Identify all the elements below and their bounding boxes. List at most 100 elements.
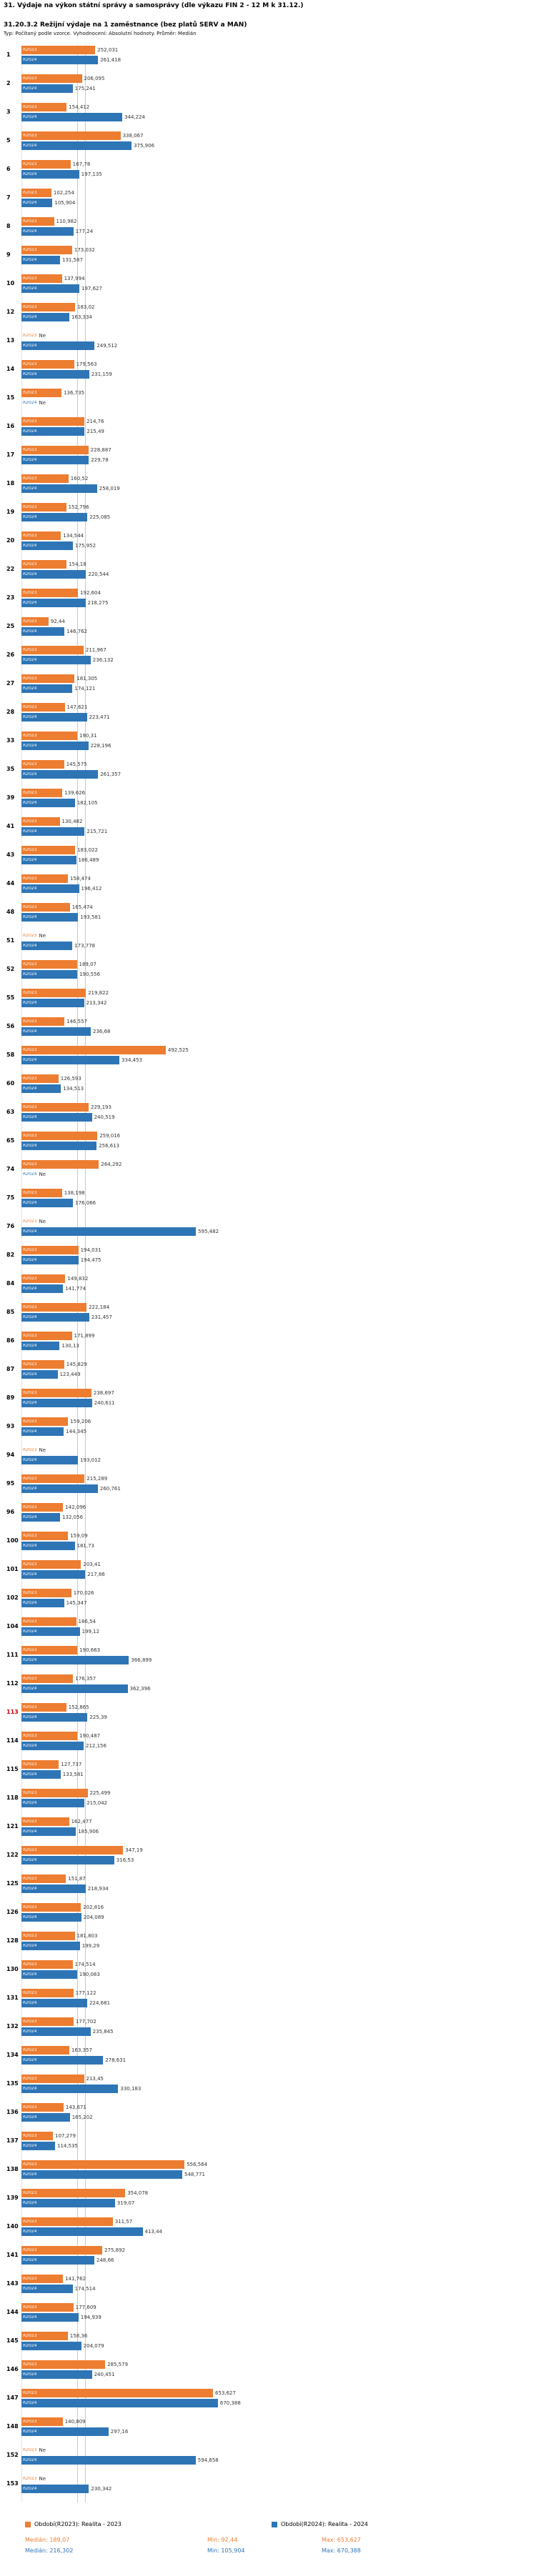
chart-row: 94 R2023 Ne R2024 193,012	[0, 1445, 536, 1474]
series-tag: R2023	[23, 2305, 37, 2310]
bar-line-r2023: R2023 165,474	[21, 902, 536, 912]
series-tag: R2023	[23, 590, 37, 595]
bar-r2024: R2024	[21, 998, 84, 1007]
row-number: 3	[6, 109, 11, 115]
value-label: 213,342	[86, 999, 107, 1006]
series-tag: R2023	[23, 304, 37, 309]
series-tag: R2024	[23, 257, 37, 262]
row-number: 19	[6, 509, 15, 515]
bar-line-r2023: R2023 222,184	[21, 1302, 536, 1312]
row-bars: R2023 354,078 R2024 319,07	[21, 2188, 536, 2217]
row-bars: R2023 143,671 R2024 165,202	[21, 2102, 536, 2131]
bar-line-r2024: R2024 194,475	[21, 1255, 536, 1264]
series-tag: R2023	[23, 1390, 37, 1395]
bar-line-r2024: R2024 134,513	[21, 1084, 536, 1093]
legend-swatch-r2024	[272, 2521, 277, 2527]
value-label: 223,471	[89, 714, 110, 720]
series-tag: R2024	[23, 2315, 37, 2320]
chart-row: 43 R2023 183,022 R2024 186,489	[0, 845, 536, 874]
value-label: 230,342	[91, 2485, 112, 2492]
series-tag: R2024	[23, 1114, 37, 1119]
series-tag: R2023	[23, 2247, 37, 2252]
series-tag: R2024	[23, 800, 37, 805]
value-label: 261,357	[100, 771, 121, 777]
row-number: 140	[6, 2223, 19, 2230]
bar-line-r2024: R2024 248,66	[21, 2255, 536, 2265]
row-number: 10	[6, 280, 15, 286]
series-tag: R2023	[23, 704, 37, 709]
bar-line-r2023: R2023 Ne	[21, 2474, 536, 2483]
row-number: 25	[6, 623, 15, 629]
bar-r2024: R2024	[21, 1941, 80, 1950]
row-bars: R2023 102,254 R2024 105,904	[21, 188, 536, 216]
series-tag: R2024	[23, 343, 37, 348]
chart-row: 48 R2023 165,474 R2024 193,581	[0, 902, 536, 931]
bar-line-r2023: R2023 154,412	[21, 102, 536, 111]
bar-line-r2024: R2024 225,085	[21, 512, 536, 521]
row-bars: R2023 181,803 R2024 199,29	[21, 1931, 536, 1960]
bar-line-r2023: R2023 215,289	[21, 1474, 536, 1483]
value-label: 126,593	[60, 1075, 81, 1082]
median-stat-r2024: Medián: 216,302	[25, 2547, 74, 2554]
value-label: 133,581	[62, 1771, 84, 1777]
series-tag: R2023	[23, 2133, 37, 2138]
bar-r2024: R2024	[21, 1627, 80, 1636]
bar-r2023: R2023	[21, 1474, 85, 1483]
bar-r2024: R2024	[21, 1798, 85, 1807]
value-label: 114,535	[57, 2142, 78, 2149]
series-tag: R2023	[23, 1047, 37, 1052]
bar-r2023: R2023	[21, 2188, 126, 2197]
bar-r2024: R2024	[21, 426, 85, 436]
bar-line-r2023: R2023 194,031	[21, 1245, 536, 1254]
bar-line-r2024: R2024 319,07	[21, 2198, 536, 2207]
value-label: Ne	[39, 2447, 46, 2453]
value-label: 177,122	[75, 1990, 96, 1996]
bar-r2023: R2023	[21, 559, 67, 569]
value-label: Ne	[39, 1171, 46, 1177]
series-tag: R2023	[23, 190, 37, 195]
value-label: 130,13	[61, 1342, 79, 1349]
bar-line-r2024: R2024 175,241	[21, 84, 536, 93]
bar-r2024: R2024	[21, 226, 74, 236]
row-number: 60	[6, 1080, 15, 1087]
value-label: Ne	[39, 1218, 46, 1224]
series-tag: R2023	[23, 762, 37, 767]
value-label: 181,305	[76, 675, 98, 682]
row-bars: R2023 154,18 R2024 220,544	[21, 559, 536, 588]
value-label: 175,241	[74, 85, 96, 91]
series-tag: R2023	[23, 1447, 37, 1452]
bar-r2024: R2024	[21, 1312, 89, 1322]
row-number: 111	[6, 1652, 19, 1658]
bar-r2023: R2023	[21, 159, 71, 169]
value-label: 179,563	[76, 361, 97, 367]
series-tag: R2023	[23, 1247, 37, 1252]
bar-r2024: R2024	[21, 798, 75, 807]
bar-line-r2024: R2024 235,845	[21, 2027, 536, 2036]
row-number: 14	[6, 366, 15, 372]
bar-line-r2024: R2024 231,159	[21, 369, 536, 379]
series-tag: R2024	[23, 1600, 37, 1605]
series-tag: R2023	[23, 1962, 37, 1967]
value-label: 174,121	[74, 685, 96, 692]
row-number: 27	[6, 680, 15, 687]
bar-line-r2024: R2024 176,066	[21, 1198, 536, 1207]
value-label: 163,334	[71, 314, 92, 320]
series-tag: R2024	[23, 1857, 37, 1862]
row-bars: R2023 177,609 R2024 194,939	[21, 2302, 536, 2331]
bar-line-r2024: R2024 197,627	[21, 284, 536, 293]
bar-r2023: R2023	[21, 2017, 74, 2026]
value-label: 248,66	[96, 2257, 114, 2263]
bar-r2023: R2023	[21, 874, 68, 883]
bar-line-r2023: R2023 147,621	[21, 702, 536, 712]
chart-row: 75 R2023 138,198 R2024 176,066	[0, 1188, 536, 1217]
bar-r2024: R2024	[21, 484, 97, 493]
bar-r2024: R2024	[21, 2170, 182, 2179]
bar-r2023: R2023	[21, 1988, 74, 1997]
bar-line-r2024: R2024 144,345	[21, 1427, 536, 1436]
bar-r2024: R2024	[21, 1512, 61, 1522]
series-tag: R2024	[23, 2429, 37, 2434]
value-label: 228,887	[90, 446, 111, 453]
chart-row: 15 R2023 136,735 R2024 Ne	[0, 388, 536, 416]
value-label: 413,44	[144, 2228, 163, 2235]
series-tag: R2023	[23, 47, 37, 52]
